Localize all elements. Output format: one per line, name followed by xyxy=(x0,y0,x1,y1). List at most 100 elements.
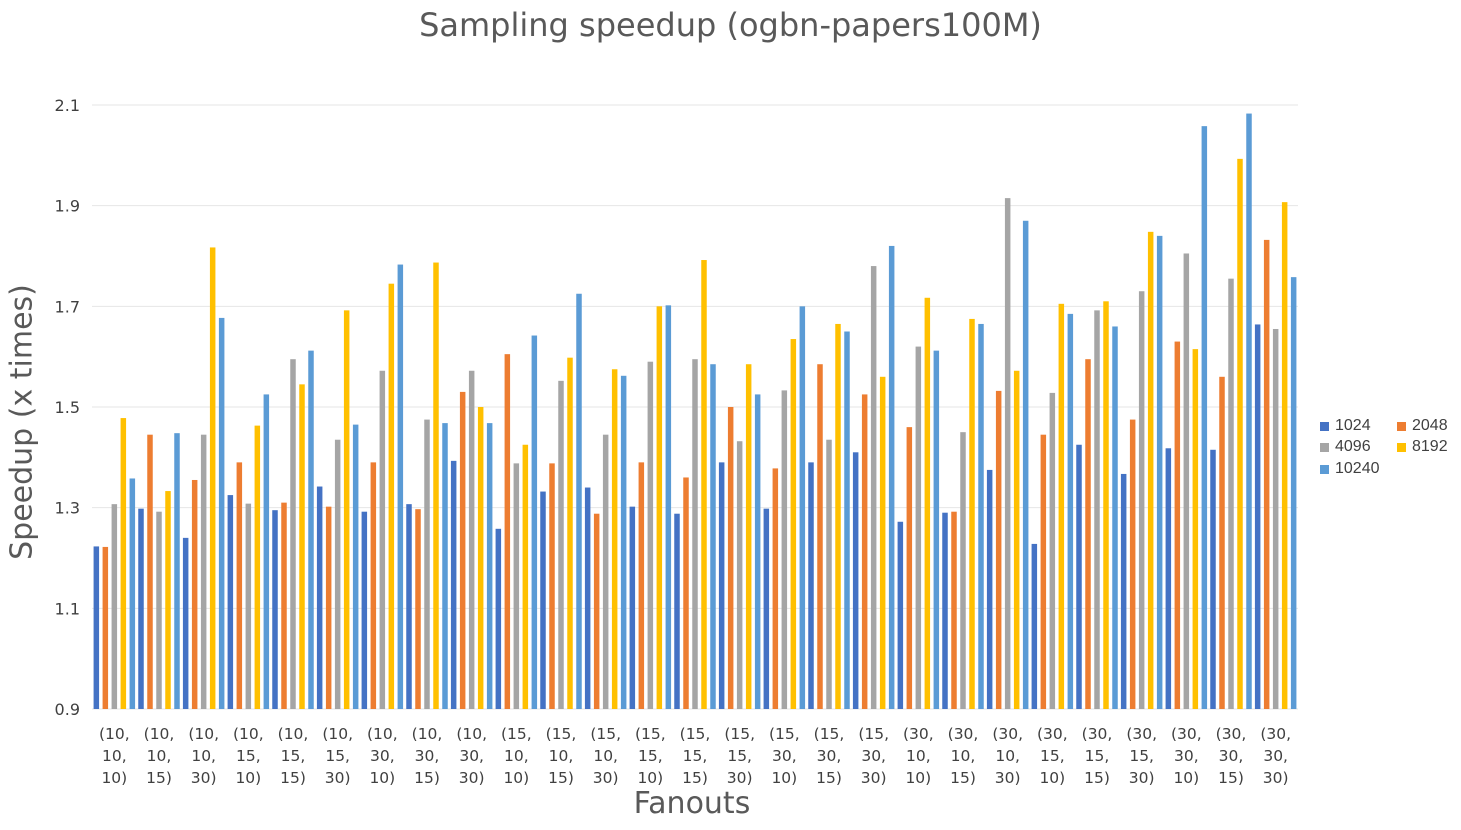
bar-4096 xyxy=(379,370,386,709)
bar-4096 xyxy=(1183,253,1190,709)
bar-1024 xyxy=(1076,444,1082,709)
bar-2048 xyxy=(415,509,421,709)
x-tick-label: (30, xyxy=(948,725,979,743)
x-tick-label: (15, xyxy=(858,725,889,743)
bar-2048 xyxy=(1219,376,1225,709)
y-tick-label: 1.7 xyxy=(55,297,80,316)
x-tick-label: 10) xyxy=(1039,769,1065,787)
bar-8192 xyxy=(656,306,663,709)
bar-4096 xyxy=(111,504,118,709)
bar-8192 xyxy=(522,444,529,709)
bar-4096 xyxy=(245,503,252,709)
x-tick-label: 15) xyxy=(950,769,976,787)
bar-8192 xyxy=(120,418,127,709)
x-tick-label: (30, xyxy=(1126,725,1157,743)
bar-10240 xyxy=(754,394,761,709)
x-tick-label: 15, xyxy=(683,747,708,765)
x-tick-label: 30, xyxy=(1263,747,1288,765)
bar-8192 xyxy=(969,318,975,709)
legend-item-4096: 4096 xyxy=(1320,438,1371,456)
bar-8192 xyxy=(433,262,439,709)
x-tick-label: 10) xyxy=(905,769,931,787)
x-tick-label: (15, xyxy=(769,725,800,743)
bar-4096 xyxy=(468,370,475,709)
bar-8192 xyxy=(790,339,797,709)
bar-2048 xyxy=(191,479,198,709)
bar-4096 xyxy=(736,441,743,709)
bar-10240 xyxy=(710,364,716,709)
legend-swatch xyxy=(1320,421,1329,431)
x-tick-label: 10, xyxy=(102,747,127,765)
x-tick-label: (30, xyxy=(1260,725,1291,743)
bar-10240 xyxy=(1112,326,1118,709)
x-tick-label: 15) xyxy=(1084,769,1110,787)
bar-2048 xyxy=(951,511,957,709)
bar-2048 xyxy=(370,462,377,709)
bar-8192 xyxy=(1237,158,1243,709)
x-tick-label: 15, xyxy=(236,747,261,765)
x-tick-label: 30, xyxy=(1219,747,1244,765)
bar-2048 xyxy=(995,390,1002,709)
bar-4096 xyxy=(826,439,832,709)
legend-swatch xyxy=(1397,442,1406,452)
bar-8192 xyxy=(477,407,484,709)
bar-1024 xyxy=(584,487,591,709)
x-tick-label: 30) xyxy=(995,769,1021,787)
chart-title: Sampling speedup (ogbn-papers100M) xyxy=(419,6,1042,44)
x-tick-label: 10) xyxy=(771,769,797,787)
bar-4096 xyxy=(1004,198,1011,709)
bar-1024 xyxy=(272,510,278,709)
x-tick-label: (30, xyxy=(992,725,1023,743)
x-tick-label: 30, xyxy=(817,747,842,765)
x-tick-label: 30, xyxy=(415,747,440,765)
bar-4096 xyxy=(602,434,609,709)
x-tick-label: (30, xyxy=(1171,725,1202,743)
bar-10240 xyxy=(888,245,895,709)
y-tick-label: 1.1 xyxy=(55,599,80,618)
bar-4096 xyxy=(558,380,564,709)
bar-10240 xyxy=(1201,126,1208,709)
bar-1024 xyxy=(406,504,412,709)
x-tick-label: 15, xyxy=(638,747,663,765)
bar-2048 xyxy=(281,502,287,709)
x-tick-label: 30, xyxy=(772,747,797,765)
x-tick-label: 15, xyxy=(1040,747,1065,765)
x-tick-label: 30) xyxy=(325,769,351,787)
bar-10240 xyxy=(263,394,270,709)
bar-4096 xyxy=(200,434,207,709)
x-tick-label: (10, xyxy=(233,725,264,743)
legend-label: 2048 xyxy=(1412,417,1448,434)
bar-1024 xyxy=(763,508,770,709)
bar-4096 xyxy=(960,432,966,709)
bar-2048 xyxy=(727,407,734,709)
bar-10240 xyxy=(1067,313,1074,709)
y-axis-label: Speedup (x times) xyxy=(4,284,40,560)
x-tick-label: 10, xyxy=(147,747,172,765)
bar-10240 xyxy=(665,305,672,709)
x-tick-label: 15) xyxy=(682,769,708,787)
bar-1024 xyxy=(897,521,904,709)
bar-1024 xyxy=(718,462,725,709)
x-tick-label: (30, xyxy=(1216,725,1247,743)
x-tick-label: 15, xyxy=(727,747,752,765)
bar-1024 xyxy=(1254,324,1261,709)
bar-8192 xyxy=(1013,370,1020,709)
x-axis-label: Fanouts xyxy=(633,786,751,821)
bar-2048 xyxy=(1263,239,1270,710)
x-tick-label: (15, xyxy=(680,725,711,743)
x-tick-label: (10, xyxy=(278,725,309,743)
bar-1024 xyxy=(450,460,457,709)
bar-2048 xyxy=(1174,341,1181,709)
x-tick-label: 10) xyxy=(101,769,127,787)
bar-1024 xyxy=(986,469,993,709)
x-tick-label: 10) xyxy=(637,769,663,787)
bar-10240 xyxy=(576,293,582,709)
bar-1024 xyxy=(1031,543,1038,709)
y-tick-label: 1.5 xyxy=(55,398,80,417)
x-tick-label: (30, xyxy=(903,725,934,743)
x-tick-label: 10, xyxy=(191,747,216,765)
bar-1024 xyxy=(674,513,680,709)
x-tick-label: (15, xyxy=(814,725,845,743)
x-tick-label: 10, xyxy=(549,747,574,765)
